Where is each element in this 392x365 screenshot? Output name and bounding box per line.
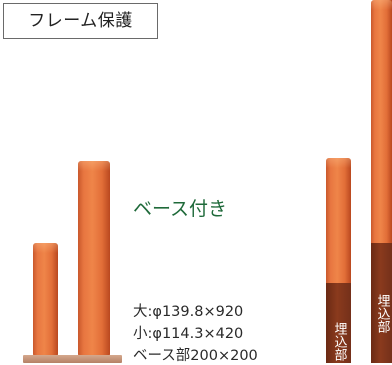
spec-small-dimension: 小:φ114.3×420 <box>133 326 244 342</box>
embedded-section: 埋込部 <box>371 243 392 363</box>
embedded-label: 埋込部 <box>374 294 390 333</box>
embedded-label: 埋込部 <box>331 322 347 361</box>
small-embedded-post: 埋込部 <box>326 158 351 363</box>
small-post-base-plate <box>23 355 70 363</box>
post-cap <box>33 243 58 253</box>
embedded-section: 埋込部 <box>326 283 351 363</box>
spec-base-dimension: ベース部200×200 <box>133 348 258 364</box>
small-post-with-base <box>33 243 58 357</box>
post-cap <box>78 161 110 171</box>
spec-title: ベース付き <box>133 198 228 220</box>
spec-large-dimension: 大:φ139.8×920 <box>133 304 244 320</box>
category-tag: フレーム保護 <box>3 3 158 39</box>
post-cap <box>326 158 351 168</box>
post-cap <box>371 0 392 10</box>
large-post-with-base <box>78 161 110 357</box>
large-embedded-post: 埋込部 <box>371 0 392 363</box>
large-post-base-plate <box>68 355 122 363</box>
